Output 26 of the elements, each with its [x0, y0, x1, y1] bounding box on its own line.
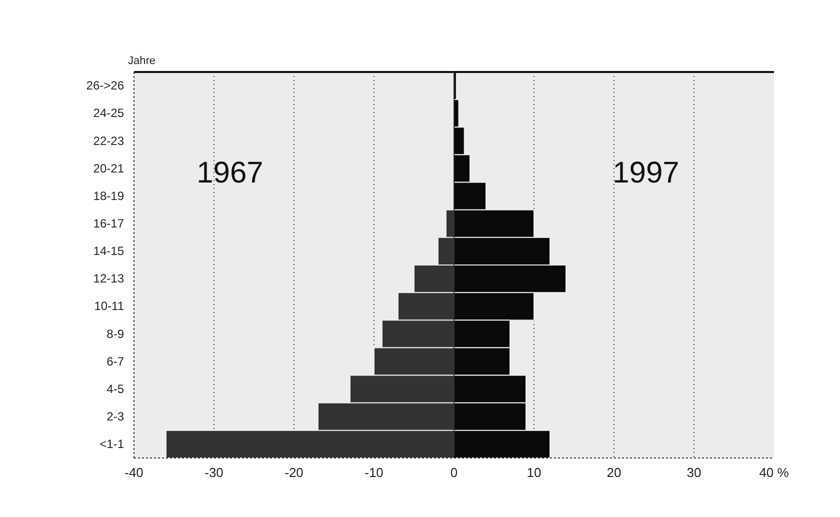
y-tick-label: 2-3 [106, 409, 124, 424]
y-tick-label: 16-17 [93, 216, 124, 230]
x-tick-label: -20 [284, 465, 304, 480]
text: 1997 [612, 156, 680, 190]
y-tick-label: 8-9 [106, 326, 124, 341]
y-tick-label: 14-15 [93, 244, 124, 258]
x-tick-label: 40 % [759, 465, 790, 480]
y-tick-label: <1-1 [100, 437, 124, 452]
text: 1967 [196, 156, 264, 190]
y-tick-label: 26->26 [86, 78, 124, 93]
y-tick-label: 12-13 [93, 272, 124, 286]
x-tick-label: 30 [686, 465, 702, 480]
y-tick-label: 10-11 [94, 299, 124, 314]
x-tick-label: -10 [364, 465, 384, 480]
x-tick-label: 10 [526, 465, 542, 480]
y-axis-title: Jahre [128, 55, 156, 67]
y-tick-label: 22-23 [93, 134, 124, 148]
x-tick-label: -40 [124, 465, 144, 480]
y-tick-label: 24-25 [93, 106, 124, 120]
y-tick-label: 6-7 [106, 354, 124, 368]
y-tick-label: 4-5 [106, 382, 124, 396]
y-tick-label: 20-21 [93, 161, 124, 176]
x-tick-label: -30 [204, 465, 224, 480]
x-tick-label: 20 [606, 465, 622, 480]
y-tick-label: 18-19 [93, 188, 124, 203]
x-tick-label: 0 [450, 465, 458, 480]
